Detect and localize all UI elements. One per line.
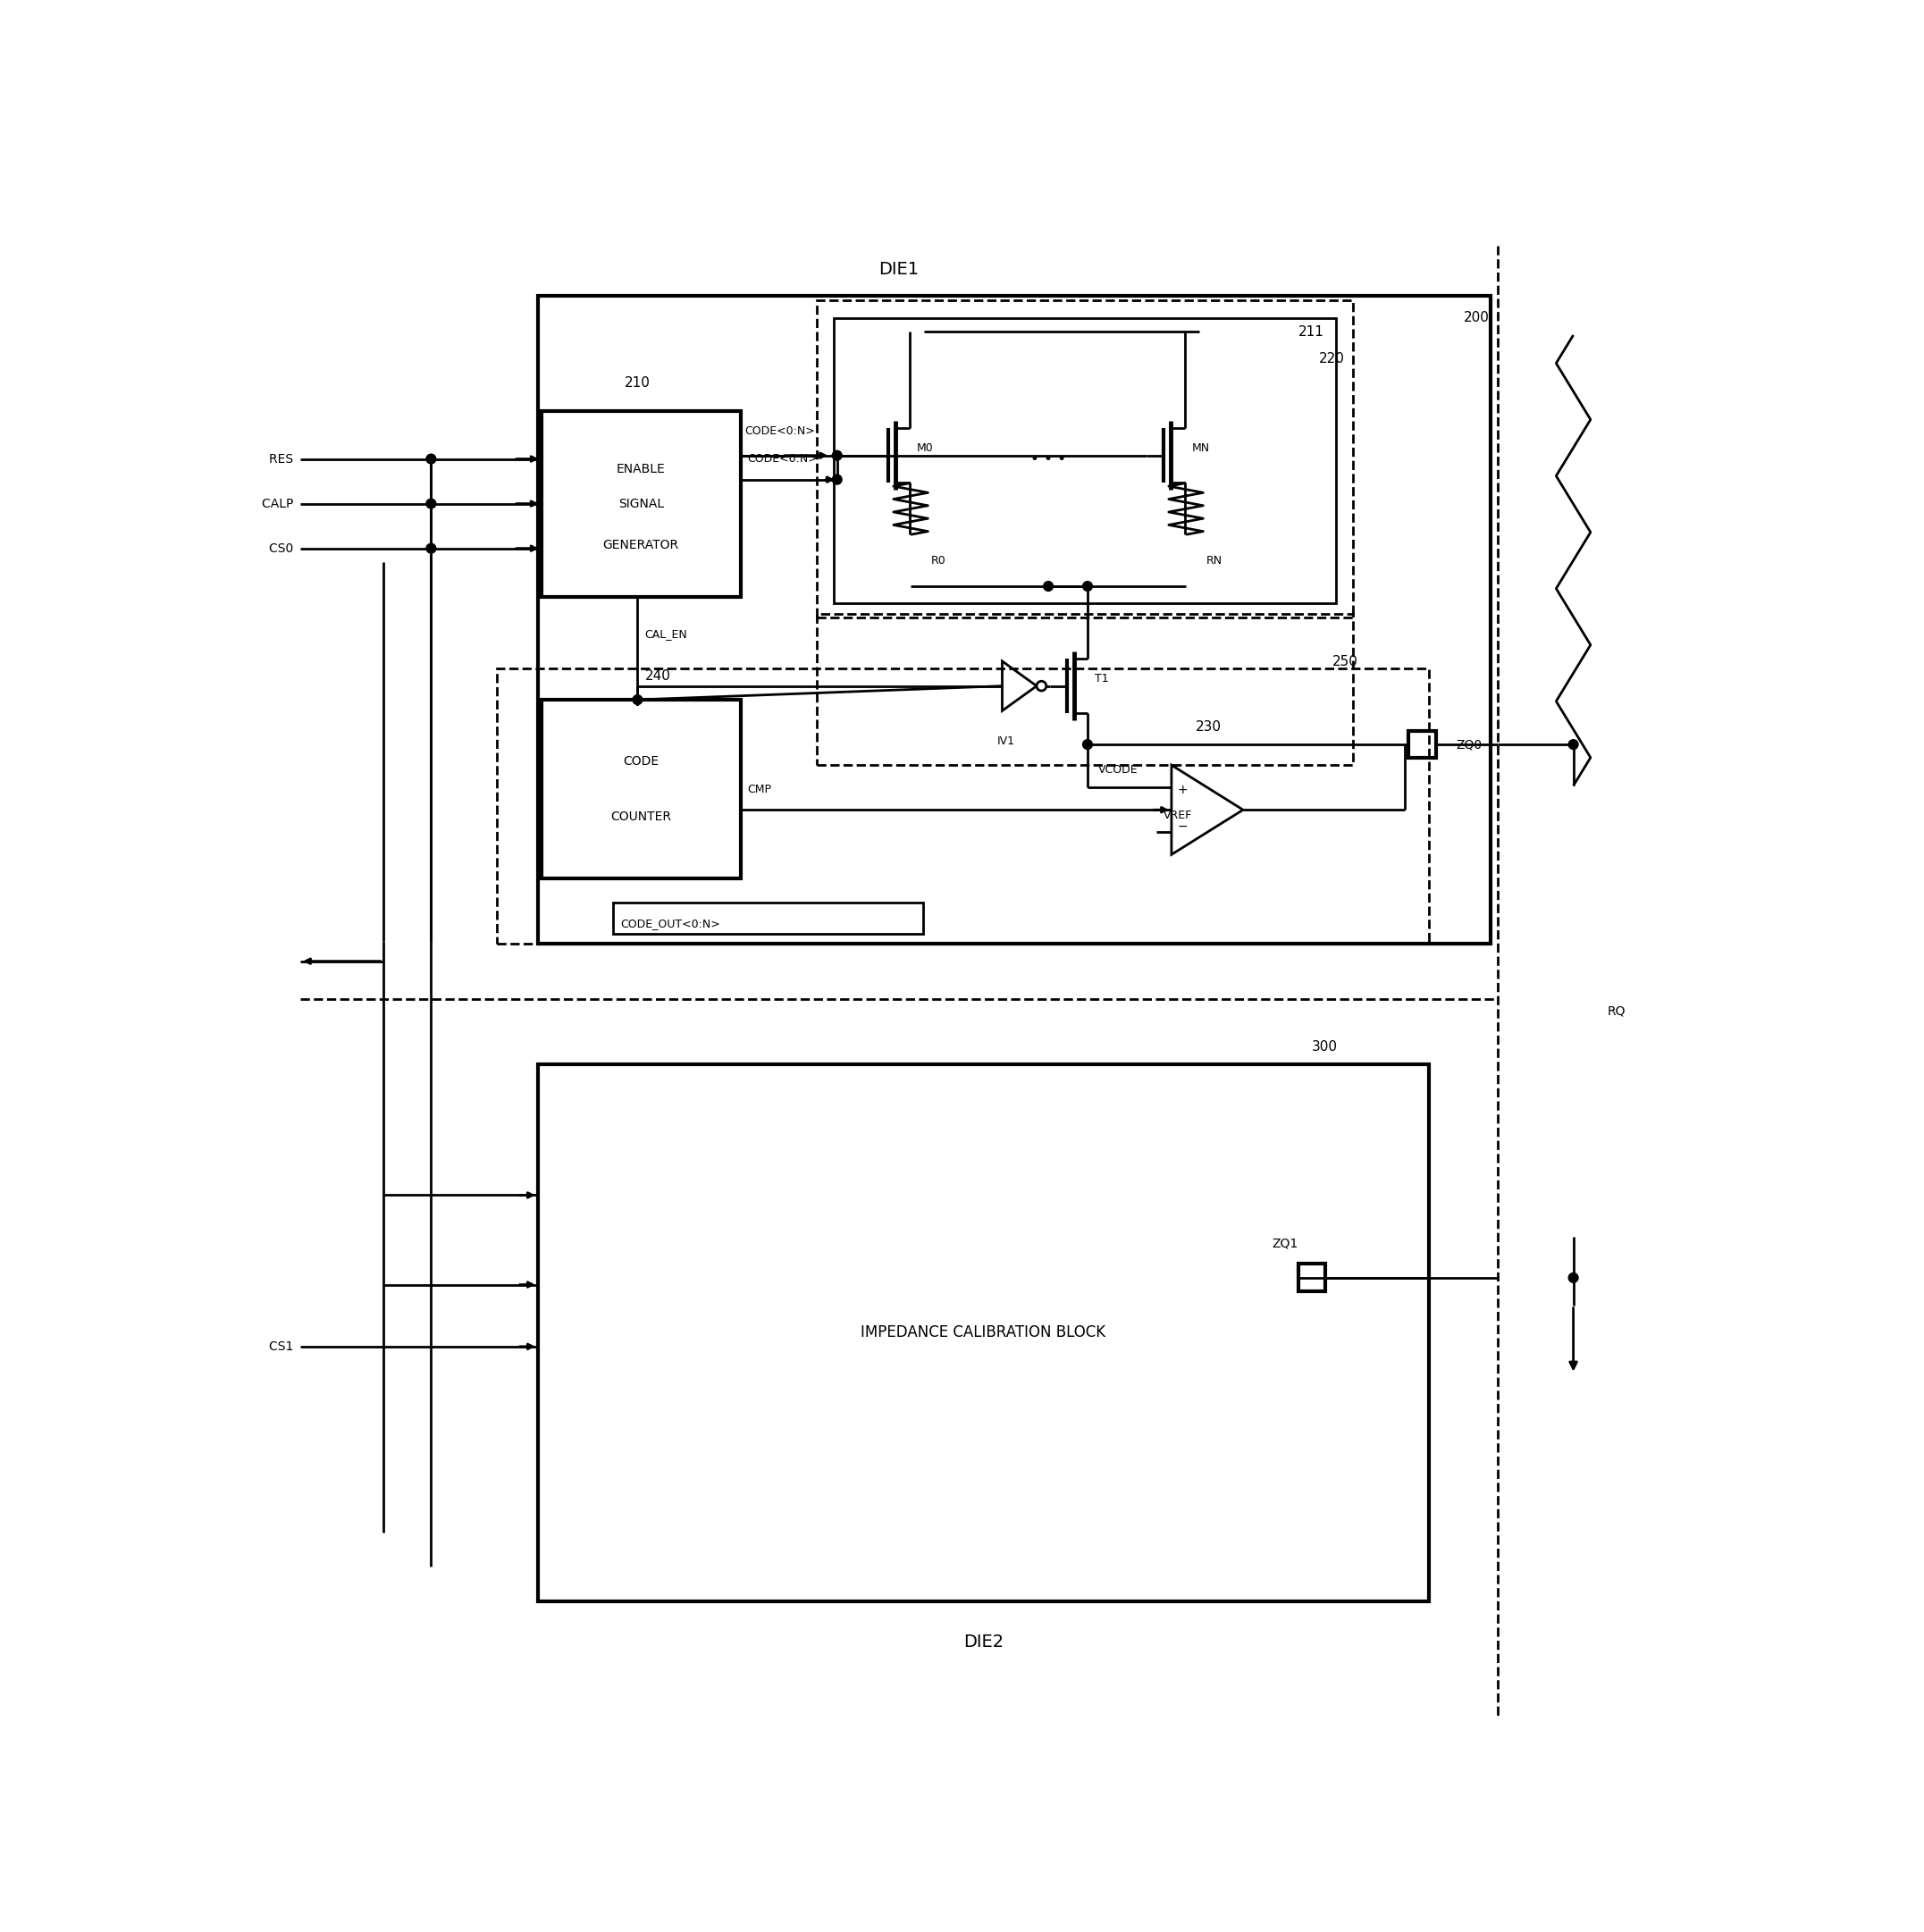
Polygon shape (1002, 661, 1037, 711)
Bar (541, 412, 741, 597)
Circle shape (1043, 582, 1052, 591)
Text: • • •: • • • (1031, 450, 1066, 468)
Circle shape (1568, 740, 1578, 750)
Text: R0: R0 (931, 554, 947, 566)
Text: CODE<0:N>: CODE<0:N> (745, 425, 814, 437)
Text: ENABLE: ENABLE (616, 464, 666, 475)
Text: IMPEDANCE CALIBRATION BLOCK: IMPEDANCE CALIBRATION BLOCK (860, 1325, 1106, 1341)
Text: 220: 220 (1318, 352, 1345, 365)
Text: 300: 300 (1312, 1041, 1337, 1055)
Text: CAL_EN: CAL_EN (645, 628, 687, 639)
Text: +: + (1177, 784, 1187, 796)
Bar (816, 614, 1353, 765)
Text: 200: 200 (1464, 311, 1489, 325)
Text: 230: 230 (1195, 721, 1222, 734)
Text: RQ: RQ (1608, 1005, 1626, 1018)
Bar (537, 296, 1491, 945)
Text: 250: 250 (1333, 655, 1358, 668)
Text: IV1: IV1 (997, 736, 1014, 748)
Bar (816, 301, 1353, 616)
Text: COUNTER: COUNTER (610, 810, 671, 823)
Text: CS1: CS1 (269, 1341, 296, 1352)
Circle shape (633, 696, 643, 705)
Bar (1299, 1264, 1326, 1291)
Circle shape (833, 450, 843, 460)
Text: CS0: CS0 (269, 543, 296, 554)
Text: CODE_OUT<0:N>: CODE_OUT<0:N> (620, 918, 720, 929)
Text: DIE1: DIE1 (879, 261, 920, 278)
Text: 210: 210 (625, 377, 650, 390)
Text: CMP: CMP (748, 782, 772, 794)
Circle shape (1568, 1273, 1578, 1283)
Text: T1: T1 (1095, 672, 1108, 686)
Text: GENERATOR: GENERATOR (602, 539, 679, 551)
Text: CODE<0:N>: CODE<0:N> (748, 454, 818, 466)
Text: M0: M0 (916, 442, 933, 454)
Text: DIE2: DIE2 (964, 1634, 1004, 1652)
Polygon shape (1172, 765, 1243, 854)
Text: SIGNAL: SIGNAL (618, 497, 664, 510)
Bar (496, 668, 1430, 945)
Text: 211: 211 (1299, 325, 1324, 338)
Text: ZQ1: ZQ1 (1272, 1236, 1299, 1250)
Circle shape (427, 543, 437, 553)
Circle shape (1083, 740, 1093, 750)
Text: −: − (1177, 821, 1187, 833)
Circle shape (427, 498, 437, 508)
Circle shape (833, 475, 843, 485)
Text: 240: 240 (645, 668, 671, 682)
Bar (833, 319, 1335, 603)
Bar (614, 902, 924, 933)
Text: RES: RES (269, 452, 296, 466)
Circle shape (1037, 682, 1047, 692)
Text: CODE: CODE (623, 755, 658, 767)
Text: RN: RN (1206, 554, 1224, 566)
Bar (537, 1065, 1430, 1602)
Circle shape (1083, 582, 1093, 591)
Text: VCODE: VCODE (1099, 765, 1137, 777)
Text: MN: MN (1191, 442, 1210, 454)
Bar (541, 699, 741, 879)
Bar (1408, 730, 1435, 757)
Text: CALP: CALP (262, 497, 296, 510)
Circle shape (427, 454, 437, 464)
Text: VREF: VREF (1164, 810, 1193, 821)
Text: ZQ0: ZQ0 (1456, 738, 1481, 752)
